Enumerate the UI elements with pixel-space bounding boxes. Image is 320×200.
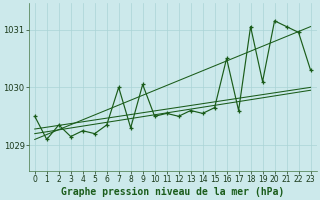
X-axis label: Graphe pression niveau de la mer (hPa): Graphe pression niveau de la mer (hPa) bbox=[61, 186, 284, 197]
